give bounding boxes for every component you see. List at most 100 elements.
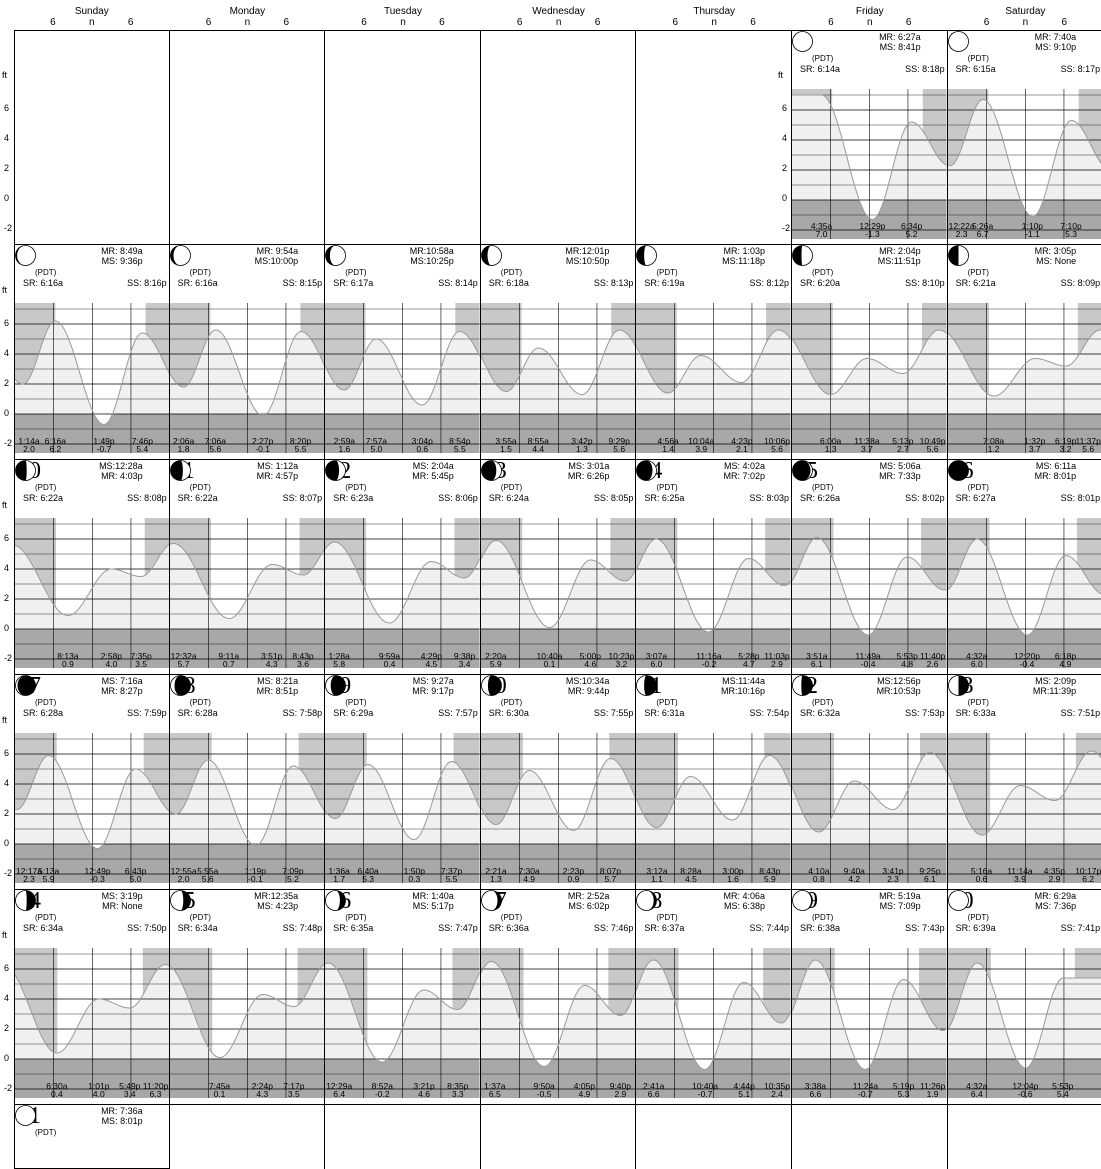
timezone-label: (PDT) [500, 698, 523, 707]
tide-time: 10:04a [688, 436, 715, 446]
moon-phase-icon [636, 890, 658, 911]
tide-graph [947, 518, 1101, 668]
moon-times: MR: 5:19a MS: 7:09p [879, 891, 921, 911]
weekday-label: Monday [229, 6, 266, 17]
moon-time-1: MS: 1:12a [257, 461, 299, 471]
tide-height: 5.2 [287, 874, 299, 884]
y-axis-tick: 4 [4, 993, 10, 1003]
tide-time: 4:32a [966, 1081, 988, 1091]
tide-height: 5.4 [136, 444, 149, 454]
tide-height: 2.3 [23, 874, 35, 884]
tide-height: 4.7 [742, 659, 755, 669]
sunrise-label: SR: 6:33a [955, 708, 996, 718]
sunset-label: SS: 8:13p [593, 278, 634, 288]
moon-phase-icon [15, 890, 36, 911]
tide-graph [947, 89, 1101, 239]
tide-extreme: 1:19p -0.1 [241, 867, 269, 884]
moon-phase-icon [15, 245, 36, 266]
tide-extreme: 3:04p 0.6 [408, 437, 436, 454]
tide-height: 0.9 [62, 659, 74, 669]
tide-time: 12:55a [170, 866, 197, 876]
tide-height: 6.2 [49, 444, 62, 454]
y-axis-tick: 6 [4, 533, 10, 543]
tide-height: -0.7 [858, 1089, 873, 1099]
empty-day-cell [636, 30, 792, 245]
sunrise-label: SR: 6:35a [333, 923, 374, 933]
tide-curve [792, 536, 947, 636]
tide-time: 6:19p [1054, 436, 1077, 446]
moon-time-1: MR:10:58a [409, 246, 454, 256]
moon-times: MS: 4:02a MR: 7:02p [723, 461, 765, 481]
tide-time: 12:49p [84, 866, 111, 876]
empty-day-cell [480, 30, 637, 245]
sunset-label: SS: 7:48p [282, 923, 323, 933]
tide-graph [792, 89, 947, 239]
tide-time: 5:00p [579, 651, 601, 661]
tide-time: 5:55a [197, 866, 219, 876]
tide-extreme: 11:38a 3.7 [853, 437, 881, 454]
weekday-saturday: Saturday 6 n 6 [948, 0, 1101, 30]
tide-height: 0.9 [567, 874, 580, 884]
tide-time: 8:20p [289, 436, 312, 446]
tide-extreme: 2:59a 1.6 [330, 437, 358, 454]
tide-extreme: 4:05p 4.9 [570, 1082, 598, 1099]
tide-extreme: 11:16a -0.2 [695, 652, 723, 669]
tide-height: 1.3 [824, 444, 837, 454]
tide-curve [15, 544, 169, 616]
weekday-label: Saturday [1005, 6, 1046, 17]
moon-time-1: MS: 9:27a [412, 676, 454, 686]
tide-labels: 1:37a 6.5 9:50a -0.5 4:05p 4.9 9:40p 2.9 [481, 1082, 636, 1104]
day-cell-6: 3:55a1.58:55a4.43:42p1.39:29p5.66(PDT)MR… [480, 245, 637, 460]
tide-time: 7:10p [1060, 221, 1082, 231]
tide-height: 6.4 [333, 1089, 346, 1099]
moon-times: MR: 2:04p MS:11:51p [878, 246, 921, 266]
tide-extreme: 1:01p 4.0 [85, 1082, 113, 1099]
tide-extreme: 1:28a 5.8 [325, 652, 353, 669]
tide-height: 1.1 [651, 874, 663, 884]
tide-time: 3:55a [495, 436, 517, 446]
moon-time-2: MS: 4:23p [257, 901, 299, 911]
tide-extreme: 10:17p 6.2 [1074, 867, 1101, 884]
tide-labels: 12:29a 6.4 8:52a -0.2 3:21p 4.6 8:35p 3.3 [325, 1082, 480, 1104]
weekday-monday: Monday 6 n 6 [170, 0, 326, 30]
tide-extreme: 8:35p 3.3 [444, 1082, 472, 1099]
tide-height: 1.3 [576, 444, 588, 454]
empty-day-cell [947, 1105, 1101, 1169]
tide-time: 8:54p [449, 436, 471, 446]
y-axis-tick: 2 [4, 593, 10, 603]
moon-time-1: MR: 6:27a [879, 32, 921, 42]
tide-time: 7:17p [283, 1081, 305, 1091]
tide-graph [947, 733, 1101, 883]
moon-time-2: MR: 8:51p [256, 686, 299, 696]
tide-extreme: 1:37a 6.5 [481, 1082, 509, 1099]
moon-time-2: MR:11:39p [1032, 686, 1077, 696]
sunrise-label: SR: 6:20a [800, 278, 841, 288]
tide-time: 8:52a [371, 1081, 393, 1091]
moon-times: MS: 3:19p MR: None [102, 891, 143, 911]
y-axis-tick: -2 [4, 653, 13, 663]
tide-height: 6.1 [810, 659, 823, 669]
tide-height: 6.0 [650, 659, 663, 669]
tide-height: 4.3 [265, 659, 278, 669]
sunset-label: SS: 8:05p [593, 493, 634, 503]
tide-height: 0.6 [416, 444, 429, 454]
day-cell-29: 3:38a6.611:24a-0.75:19p5.311:26p1.929(PD… [792, 890, 948, 1105]
moon-times: MS: 6:11a MR: 8:01p [1035, 461, 1077, 481]
tide-extreme: 5:53p 4.8 [893, 652, 921, 669]
tide-extreme: 3:07a 6.0 [642, 652, 670, 669]
tide-extreme: 2:21a 1.3 [482, 867, 510, 884]
y-axis-unit: ft [2, 500, 8, 510]
tide-extreme: 12:29a 6.4 [325, 1082, 353, 1099]
moon-time-1: MS: 4:02a [723, 461, 765, 471]
moon-time-1: MS:10:34a [565, 676, 610, 686]
y-axis-unit: ft [2, 285, 8, 295]
tide-curve [480, 539, 636, 629]
tide-time: 2:06a [172, 436, 195, 446]
sunrise-label: SR: 6:34a [23, 923, 64, 933]
moon-time-2: MR: 9:44p [567, 686, 610, 696]
tide-time: 12:29p [859, 221, 886, 231]
moon-times: MR: 1:40a MS: 5:17p [412, 891, 454, 911]
tide-labels: 1:14a 2.0 6:16a 6.2 1:49p -0.7 7:46p 5.4 [15, 437, 169, 459]
tide-time: 10:49p [919, 436, 946, 446]
moon-time-2: MS: 6:38p [723, 901, 765, 911]
